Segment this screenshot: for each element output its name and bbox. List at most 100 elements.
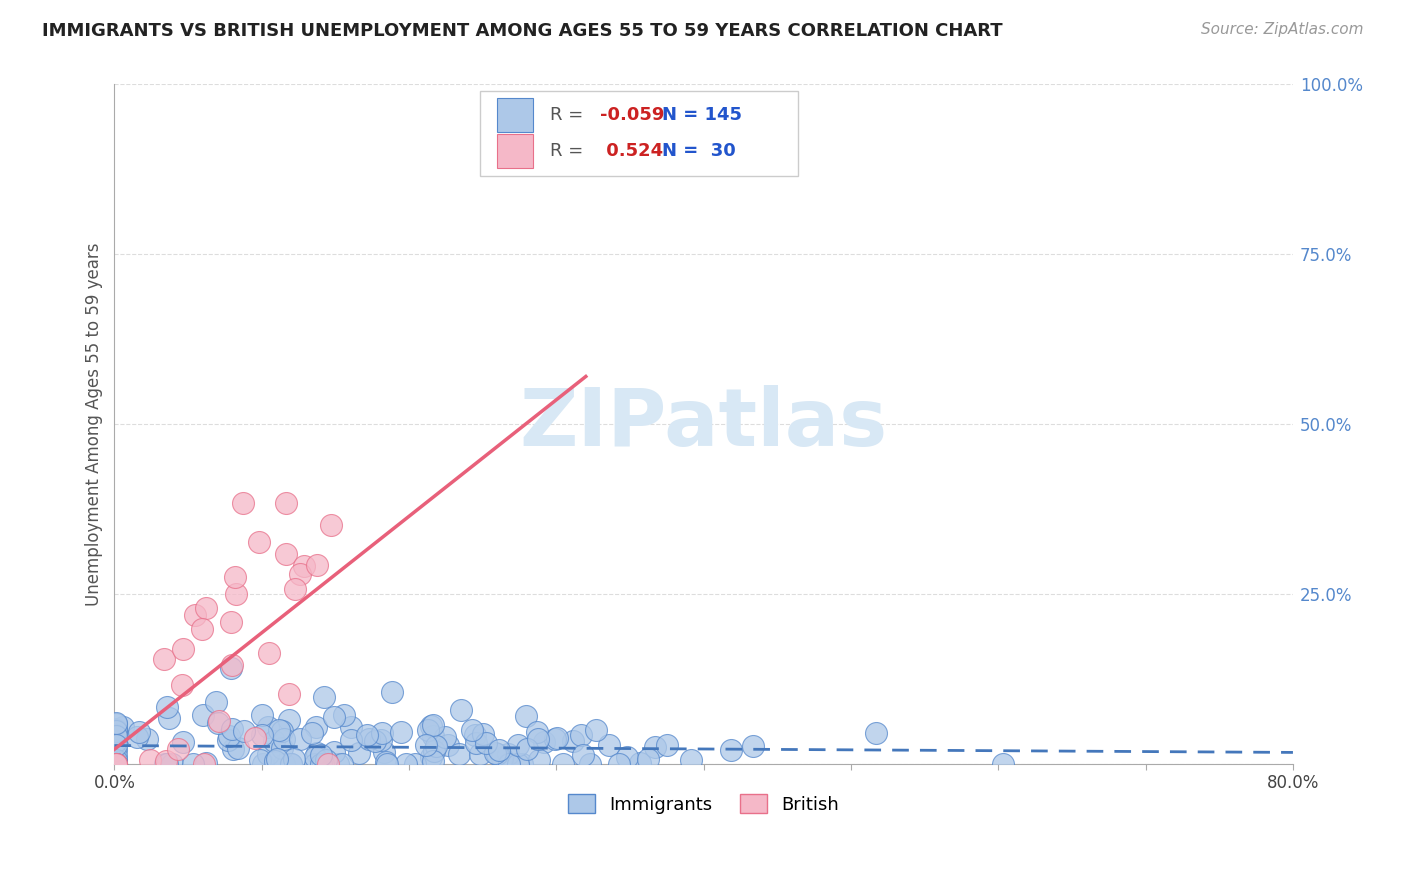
Text: -0.059: -0.059 — [600, 106, 665, 124]
Point — [389, 724, 412, 739]
Point — [562, 733, 585, 747]
Point — [301, 726, 323, 740]
Point — [433, 730, 456, 744]
Point — [468, 747, 491, 762]
Point — [515, 742, 537, 756]
Point — [436, 739, 458, 753]
Point — [423, 744, 446, 758]
Point — [283, 752, 305, 766]
Point — [323, 745, 346, 759]
Point — [104, 756, 127, 771]
Point — [720, 743, 742, 757]
Text: IMMIGRANTS VS BRITISH UNEMPLOYMENT AMONG AGES 55 TO 59 YEARS CORRELATION CHART: IMMIGRANTS VS BRITISH UNEMPLOYMENT AMONG… — [42, 22, 1002, 40]
Point — [461, 723, 484, 738]
Point — [104, 753, 127, 767]
Text: Source: ZipAtlas.com: Source: ZipAtlas.com — [1201, 22, 1364, 37]
Point — [374, 756, 396, 770]
Point — [226, 740, 249, 755]
Point — [252, 756, 274, 771]
Point — [309, 747, 332, 762]
Point — [322, 710, 344, 724]
Point — [450, 703, 472, 717]
Point — [510, 756, 533, 771]
Point — [416, 723, 439, 737]
Point — [284, 582, 307, 596]
Point — [598, 738, 620, 752]
Point — [485, 747, 508, 762]
Text: ZIPatlas: ZIPatlas — [520, 385, 887, 463]
Point — [370, 732, 392, 747]
Point — [307, 746, 329, 760]
Point — [655, 738, 678, 752]
Point — [644, 740, 666, 755]
Point — [104, 756, 127, 771]
Point — [167, 741, 190, 756]
Point — [221, 658, 243, 673]
Point — [508, 756, 530, 771]
Point — [330, 756, 353, 771]
Y-axis label: Unemployment Among Ages 55 to 59 years: Unemployment Among Ages 55 to 59 years — [86, 243, 103, 606]
Point — [312, 756, 335, 771]
Point — [315, 753, 337, 767]
Point — [104, 728, 127, 742]
Point — [156, 756, 179, 771]
Point — [273, 732, 295, 747]
Point — [373, 745, 395, 759]
Point — [273, 756, 295, 771]
Point — [172, 735, 194, 749]
Point — [491, 751, 513, 765]
Point — [527, 731, 550, 746]
Text: N = 145: N = 145 — [662, 106, 742, 124]
Legend: Immigrants, British: Immigrants, British — [560, 785, 848, 822]
Point — [404, 756, 426, 771]
Point — [172, 678, 194, 692]
Point — [217, 733, 239, 747]
Point — [153, 651, 176, 665]
FancyBboxPatch shape — [498, 134, 533, 168]
Point — [475, 736, 498, 750]
Point — [128, 725, 150, 739]
Point — [607, 756, 630, 771]
Point — [104, 738, 127, 752]
Point — [865, 726, 887, 740]
Point — [104, 756, 127, 771]
Point — [104, 755, 127, 769]
Point — [263, 754, 285, 768]
Point — [472, 727, 495, 741]
Point — [616, 750, 638, 764]
Point — [506, 738, 529, 752]
Point — [247, 535, 270, 549]
Point — [135, 731, 157, 746]
Point — [191, 622, 214, 636]
Point — [347, 746, 370, 760]
Point — [104, 730, 127, 744]
Text: N =  30: N = 30 — [662, 142, 737, 160]
Point — [380, 685, 402, 699]
Point — [332, 708, 354, 723]
Point — [172, 642, 194, 657]
Point — [104, 724, 127, 739]
Point — [415, 738, 437, 752]
Point — [194, 601, 217, 615]
Point — [551, 756, 574, 771]
Point — [292, 558, 315, 573]
Point — [578, 756, 600, 771]
Point — [311, 756, 333, 771]
Point — [138, 753, 160, 767]
Point — [104, 723, 127, 738]
Point — [157, 711, 180, 725]
Point — [326, 756, 349, 771]
Point — [257, 646, 280, 660]
Point — [267, 723, 290, 737]
Point — [585, 723, 607, 737]
Point — [488, 743, 510, 757]
Point — [256, 720, 278, 734]
Point — [193, 756, 215, 771]
Point — [288, 731, 311, 746]
Point — [263, 734, 285, 748]
Point — [304, 756, 326, 771]
Text: R =: R = — [551, 106, 589, 124]
FancyBboxPatch shape — [479, 91, 799, 176]
Point — [218, 729, 240, 743]
Point — [484, 746, 506, 760]
